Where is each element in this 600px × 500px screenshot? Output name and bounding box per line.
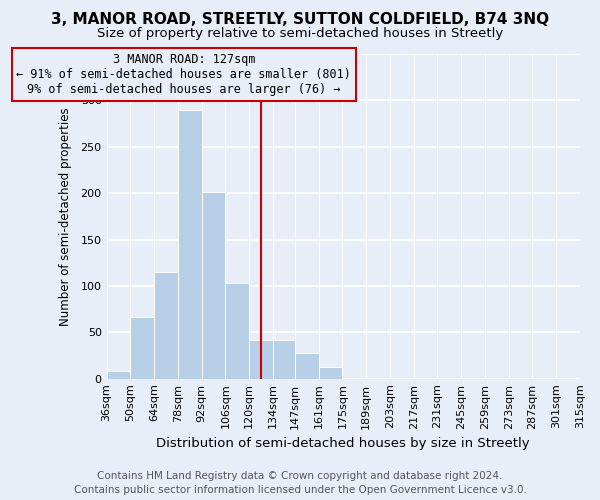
Bar	[178, 110, 202, 378]
X-axis label: Distribution of semi-detached houses by size in Streetly: Distribution of semi-detached houses by …	[157, 437, 530, 450]
Text: Contains HM Land Registry data © Crown copyright and database right 2024.
Contai: Contains HM Land Registry data © Crown c…	[74, 471, 526, 495]
Bar	[154, 272, 178, 378]
Bar	[295, 352, 319, 378]
Bar	[130, 318, 154, 378]
Bar	[273, 340, 295, 378]
Bar	[249, 340, 273, 378]
Text: 3, MANOR ROAD, STREETLY, SUTTON COLDFIELD, B74 3NQ: 3, MANOR ROAD, STREETLY, SUTTON COLDFIEL…	[51, 12, 549, 28]
Text: Size of property relative to semi-detached houses in Streetly: Size of property relative to semi-detach…	[97, 28, 503, 40]
Bar	[319, 366, 343, 378]
Bar	[226, 283, 249, 378]
Bar	[202, 192, 226, 378]
Bar	[107, 372, 130, 378]
Text: 3 MANOR ROAD: 127sqm
← 91% of semi-detached houses are smaller (801)
9% of semi-: 3 MANOR ROAD: 127sqm ← 91% of semi-detac…	[16, 53, 351, 96]
Y-axis label: Number of semi-detached properties: Number of semi-detached properties	[59, 107, 72, 326]
